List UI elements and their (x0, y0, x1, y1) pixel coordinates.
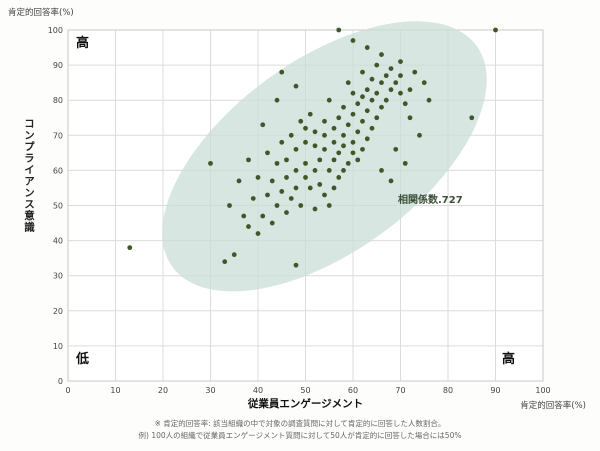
svg-text:100: 100 (535, 386, 550, 395)
footnote-line-2: 例) 100人の組織で従業員エンゲージメント質問に対して50人が肯定的に回答した… (138, 431, 462, 440)
svg-text:40: 40 (53, 237, 63, 246)
correlation-annotation: 相関係数.727 (398, 195, 463, 206)
svg-text:30: 30 (53, 272, 63, 281)
svg-text:0: 0 (58, 377, 63, 386)
label-low-bottom-left: 低 (76, 352, 90, 367)
svg-text:80: 80 (53, 96, 63, 105)
y-axis-title: コンプライアンス意識 (23, 118, 35, 233)
svg-text:50: 50 (53, 202, 63, 211)
svg-text:60: 60 (53, 166, 63, 175)
svg-text:20: 20 (158, 386, 168, 395)
svg-text:80: 80 (443, 386, 453, 395)
svg-text:70: 70 (53, 131, 63, 140)
svg-text:40: 40 (253, 386, 263, 395)
svg-text:20: 20 (53, 307, 63, 316)
scatter-chart: 0 10 20 30 40 50 60 70 80 90 100 0 10 20 30 40 50 60 70 80 9… (48, 21, 551, 395)
y-axis-unit-label: 肯定的回答率(%) (8, 8, 74, 18)
svg-text:100: 100 (48, 26, 63, 35)
svg-text:50: 50 (300, 386, 310, 395)
svg-text:10: 10 (110, 386, 120, 395)
svg-text:60: 60 (348, 386, 358, 395)
svg-text:0: 0 (65, 386, 70, 395)
label-high-bottom-right: 高 (502, 352, 516, 367)
x-axis-title: 従業員エンゲージメント (247, 398, 364, 410)
svg-text:10: 10 (53, 342, 63, 351)
svg-text:30: 30 (205, 386, 215, 395)
svg-text:90: 90 (53, 61, 63, 70)
footnote-line-1: ※ 肯定的回答率: 該当組織の中で対象の調査質問に対して肯定的に回答した人数割合… (154, 419, 446, 428)
label-high-top-left: 高 (76, 36, 90, 51)
x-axis-unit-label: 肯定的回答率(%) (520, 401, 586, 411)
svg-text:70: 70 (395, 386, 405, 395)
svg-text:90: 90 (490, 386, 500, 395)
